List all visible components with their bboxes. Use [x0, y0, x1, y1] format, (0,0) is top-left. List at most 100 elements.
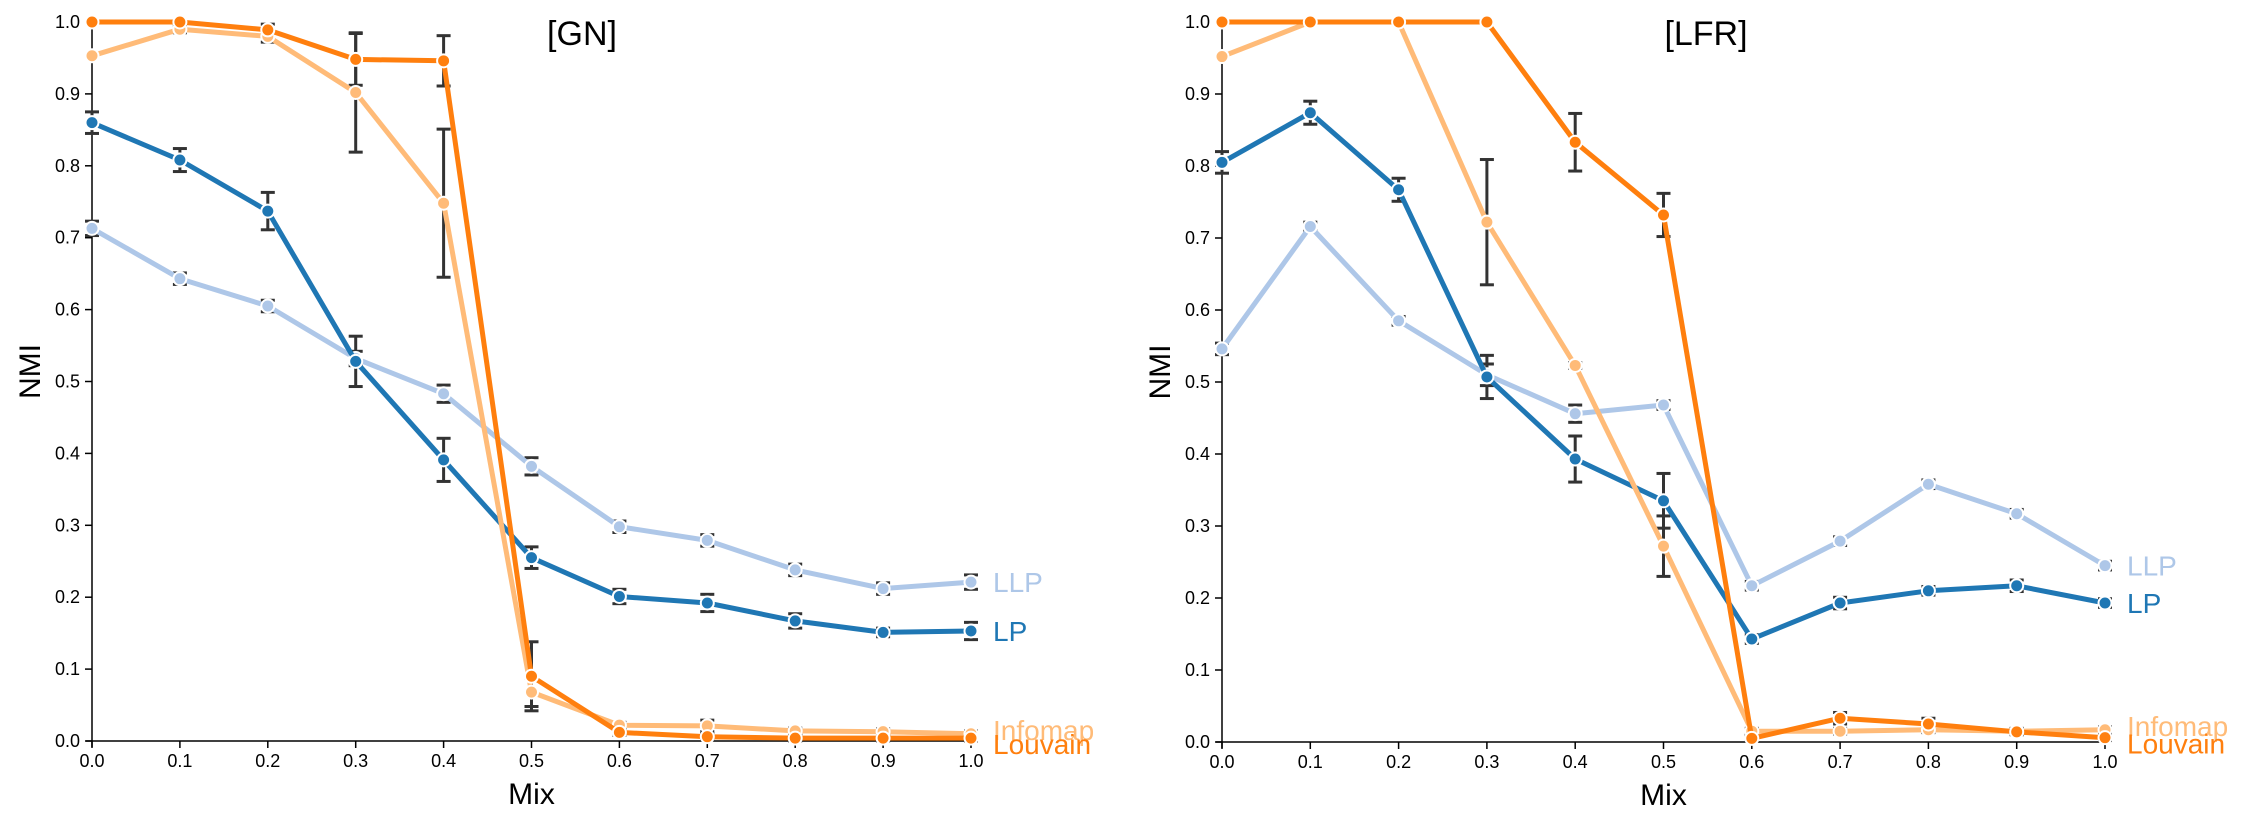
data-point [787, 613, 803, 629]
data-point [2097, 595, 2113, 611]
data-point [260, 298, 276, 314]
series-label: Infomap [2127, 711, 2228, 742]
data-point [1744, 578, 1760, 594]
y-tick-label: 0.0 [1185, 732, 1210, 752]
series-infomap: Infomap [1214, 14, 2228, 742]
data-point [1479, 369, 1495, 385]
data-point [1214, 341, 1230, 357]
x-tick-label: 0.4 [1563, 752, 1588, 772]
data-point [260, 22, 276, 38]
data-point [699, 729, 715, 745]
data-point [1567, 134, 1583, 150]
y-tick-label: 0.5 [55, 372, 80, 392]
y-axis-title: NMI [14, 344, 47, 399]
data-point [84, 220, 100, 236]
chart-panel-1: 0.0 0.1 0.2 0.3 0.4 0.5 0.6 0.7 0.8 0.9 1.0 0.0 0.1 0… [14, 12, 1094, 811]
series-line [1222, 19, 2106, 741]
data-point [1656, 493, 1671, 509]
data-point [2009, 724, 2025, 740]
data-point [1920, 716, 1936, 732]
series-louvain: Louvain [1214, 14, 2225, 760]
y-tick-label: 0.1 [55, 659, 80, 679]
x-tick-label: 0.1 [167, 751, 192, 771]
series-louvain: Louvain [84, 14, 1091, 760]
x-tick-label: 0.9 [2004, 752, 2029, 772]
data-point [172, 14, 188, 30]
x-tick-label: 0.5 [1651, 752, 1676, 772]
series-llp: LLP [1214, 218, 2177, 594]
data-point [2097, 730, 2113, 746]
x-tick-label: 0.5 [519, 751, 544, 771]
data-point [1302, 14, 1318, 30]
data-point [84, 14, 100, 30]
x-tick-label: 0.2 [255, 751, 280, 771]
data-point [1744, 730, 1760, 746]
data-point [1656, 538, 1671, 554]
y-tick-label: 1.0 [55, 12, 80, 32]
x-tick-label: 0.8 [783, 751, 808, 771]
y-tick-label: 0.0 [55, 731, 80, 751]
data-point [787, 562, 803, 578]
data-point [524, 684, 539, 700]
series-label: Louvain [993, 729, 1091, 760]
data-point [1920, 583, 1936, 599]
x-tick-label: 0.0 [1209, 752, 1234, 772]
data-point [1832, 723, 1848, 739]
y-tick-label: 1.0 [1185, 12, 1210, 32]
y-tick-label: 0.9 [55, 84, 80, 104]
data-point [787, 730, 803, 746]
x-tick-label: 0.4 [431, 751, 456, 771]
data-point [1920, 476, 1936, 492]
y-tick-label: 0.8 [55, 156, 80, 176]
data-point [1567, 451, 1583, 467]
x-tick-label: 0.6 [607, 751, 632, 771]
y-axis-title: NMI [1144, 345, 1177, 400]
data-point [1479, 14, 1495, 30]
x-axis-title: Mix [1640, 779, 1687, 812]
data-point [611, 588, 627, 604]
series-infomap: Infomap [84, 21, 1094, 746]
data-point [524, 458, 539, 474]
data-point [84, 48, 100, 64]
y-tick-label: 0.5 [1185, 372, 1210, 392]
data-point [172, 152, 188, 168]
data-point [611, 724, 627, 740]
data-point [1391, 313, 1407, 329]
chart-title: [GN] [547, 15, 617, 53]
x-tick-label: 0.7 [695, 751, 720, 771]
y-tick-label: 0.2 [55, 587, 80, 607]
data-point [875, 581, 891, 597]
x-tick-label: 0.1 [1298, 752, 1323, 772]
y-tick-label: 0.8 [1185, 156, 1210, 176]
y-tick-label: 0.3 [1185, 516, 1210, 536]
data-point [1391, 14, 1407, 30]
x-tick-label: 0.9 [871, 751, 896, 771]
x-tick-label: 0.3 [343, 751, 368, 771]
series-label: LLP [2127, 551, 2177, 582]
y-tick-label: 0.4 [1185, 444, 1210, 464]
series-line [92, 19, 971, 741]
x-tick-label: 0.6 [1739, 752, 1764, 772]
y-tick-label: 0.7 [1185, 228, 1210, 248]
data-point [963, 623, 979, 639]
y-tick-label: 0.2 [1185, 588, 1210, 608]
series-lp: LP [1214, 105, 2161, 647]
series-label: Louvain [2127, 729, 2225, 760]
data-point [2009, 506, 2025, 522]
series-line [90, 226, 972, 592]
chart-panel-2: 0.0 0.1 0.2 0.3 0.4 0.5 0.6 0.7 0.8 0.9 1.0 0.0 0.1 0… [1144, 12, 2228, 812]
data-point [1214, 154, 1230, 170]
series-line [1221, 19, 2106, 734]
series-label: LP [993, 616, 1027, 647]
data-point [1391, 182, 1407, 198]
data-point [1832, 710, 1848, 726]
data-point [1302, 218, 1318, 234]
data-point [875, 730, 891, 746]
x-tick-label: 0.2 [1386, 752, 1411, 772]
x-axis-title: Mix [508, 778, 555, 811]
y-tick-label: 0.3 [55, 515, 80, 535]
x-tick-label: 0.3 [1474, 752, 1499, 772]
data-point [436, 53, 452, 69]
data-point [1656, 207, 1671, 223]
data-point [348, 353, 364, 369]
